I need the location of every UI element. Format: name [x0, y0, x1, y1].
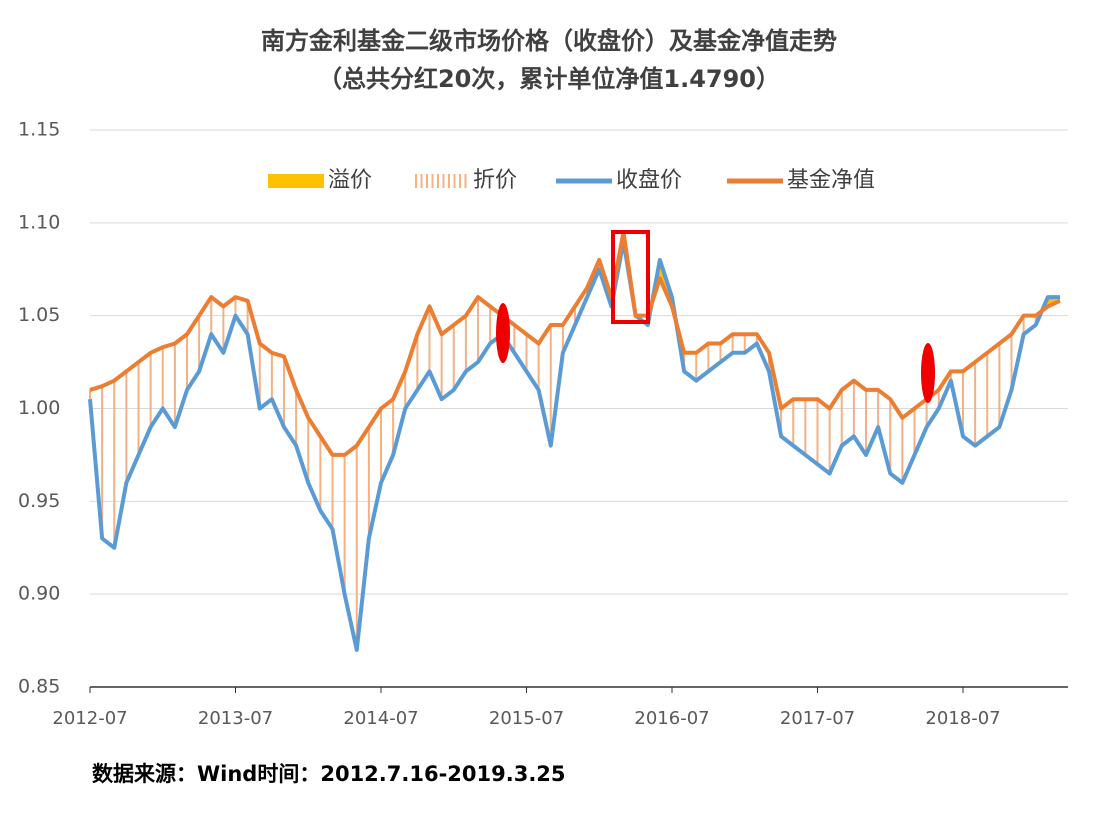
- series-line: [89, 230, 1061, 457]
- plot-area: 0.85 0.90 0.95 1.00 1.05 1.10 1.15 2012-07 2013-…: [18, 119, 1068, 729]
- x-tick-label: 2016-07: [634, 708, 709, 729]
- x-tick-label: 2015-07: [489, 708, 564, 729]
- source-note: 数据来源：Wind时间：2012.7.16-2019.3.25: [92, 762, 566, 786]
- x-tick-label: 2017-07: [780, 708, 855, 729]
- y-tick-label: 0.95: [18, 490, 60, 512]
- legend-swatch: [268, 174, 324, 188]
- legend-label: 溢价: [328, 168, 372, 193]
- legend-label: 收盘价: [616, 168, 682, 193]
- highlight-marker: [921, 343, 935, 403]
- y-tick-label: 1.05: [18, 304, 60, 326]
- x-tick-label: 2013-07: [198, 708, 273, 729]
- series-line: [88, 239, 1060, 652]
- legend-label: 基金净值: [787, 168, 875, 193]
- x-tick-label: 2018-07: [925, 708, 1000, 729]
- y-tick-label: 0.85: [18, 676, 60, 698]
- highlight-box: [611, 230, 650, 324]
- y-tick-label: 1.15: [18, 119, 60, 141]
- y-tick-label: 1.00: [18, 397, 60, 419]
- x-tick-label: 2014-07: [343, 708, 418, 729]
- legend-label: 折价: [473, 168, 517, 193]
- x-tick-label: 2012-07: [52, 708, 127, 729]
- chart-subtitle: （总共分红20次，累计单位净值1.4790）: [318, 65, 780, 93]
- highlight-marker: [496, 303, 510, 363]
- chart-title: 南方金利基金二级市场价格（收盘价）及基金净值走势: [261, 27, 837, 55]
- y-tick-label: 0.90: [18, 583, 60, 605]
- y-tick-label: 1.10: [18, 211, 60, 233]
